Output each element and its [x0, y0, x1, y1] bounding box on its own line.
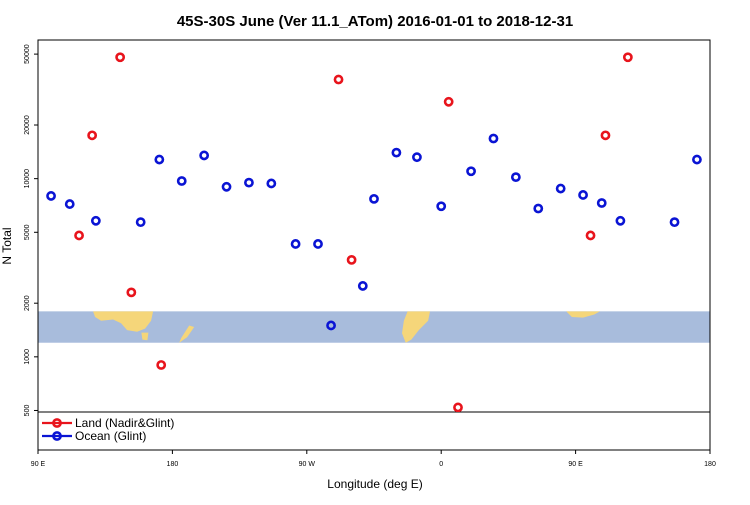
data-point [533, 203, 544, 214]
land-new-zealand [179, 325, 195, 343]
data-point [154, 154, 165, 165]
data-point [176, 176, 187, 186]
x-tick-label: 90 E [568, 461, 583, 468]
chart-title: 45S-30S June (Ver 11.1_ATom) 2016-01-01 … [177, 13, 573, 30]
y-tick-label: 1000 [24, 349, 31, 365]
data-point [135, 217, 146, 228]
data-point [615, 215, 626, 226]
data-point [46, 191, 56, 201]
data-point [645, 424, 652, 431]
data-point [199, 150, 210, 161]
land-south-africa [566, 311, 600, 318]
x-tick-label: 0 [439, 461, 443, 468]
y-tick-label: 10000 [24, 169, 31, 189]
data-point [64, 199, 75, 209]
y-tick-label: 2000 [24, 295, 31, 311]
data-point [692, 154, 702, 165]
data-point [453, 402, 463, 412]
y-tick-label: 50000 [24, 44, 31, 64]
data-point [115, 52, 126, 63]
data-point [126, 287, 137, 298]
data-point [443, 96, 454, 107]
y-tick-label: 5000 [24, 224, 31, 240]
y-axis-title: N Total [0, 227, 14, 264]
series-1-points [46, 133, 723, 431]
data-point [326, 320, 336, 331]
data-point [669, 217, 680, 228]
data-point [488, 133, 499, 144]
data-point [578, 190, 588, 200]
data-point [221, 181, 232, 192]
data-point [412, 152, 422, 163]
data-point [290, 239, 301, 249]
data-point [510, 172, 521, 183]
land-south-america [402, 311, 430, 343]
data-point [716, 177, 723, 184]
legend-marker [52, 431, 62, 441]
data-point [156, 360, 167, 370]
x-tick-label: 90 E [31, 461, 46, 468]
plot-frame [37, 39, 711, 451]
x-tick-label: 180 [704, 461, 716, 468]
legend-label: Ocean (Glint) [75, 429, 146, 443]
land-tasmania [141, 332, 149, 341]
legend-label: Land (Nadir&Glint) [75, 416, 174, 430]
data-point [333, 74, 344, 85]
data-point [555, 183, 566, 194]
data-point [244, 177, 254, 188]
y-tick-label: 500 [24, 405, 31, 417]
series-0-points [74, 52, 633, 412]
data-point [585, 230, 596, 241]
data-point [436, 201, 447, 212]
map-strip [38, 311, 710, 343]
data-point [90, 215, 101, 226]
data-point [596, 198, 607, 208]
x-tick-label: 180 [167, 461, 179, 468]
data-point [313, 239, 323, 249]
data-point [74, 230, 84, 241]
data-point [346, 254, 357, 265]
data-point [622, 52, 633, 63]
land-australia [93, 311, 154, 332]
data-point [466, 166, 476, 177]
data-point [600, 130, 611, 141]
y-tick-label: 20000 [24, 115, 31, 135]
x-tick-label: 90 W [299, 461, 316, 468]
legend-marker [52, 418, 62, 428]
data-point [87, 130, 98, 141]
data-point [369, 193, 379, 204]
data-point [391, 147, 402, 158]
data-point [357, 281, 368, 291]
data-point [266, 178, 277, 189]
x-axis-title: Longitude (deg E) [327, 477, 422, 491]
